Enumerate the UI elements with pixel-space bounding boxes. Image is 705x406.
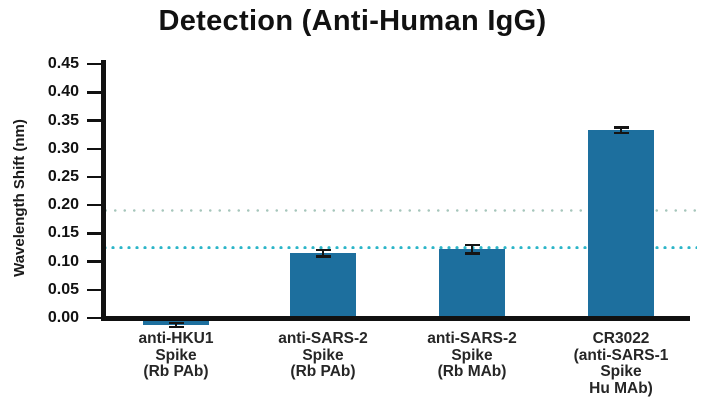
- y-tick: [87, 91, 101, 94]
- x-category-label-line: anti-HKU1: [138, 330, 214, 347]
- x-category-label-line: Spike: [451, 346, 493, 364]
- y-tick-label: 0.30: [47, 139, 79, 157]
- y-tick-label: 0.10: [47, 252, 79, 270]
- error-cap-top-4: [613, 126, 629, 129]
- y-tick-label: 0.15: [47, 224, 79, 242]
- bar-4: [588, 130, 654, 318]
- error-cap-top-3: [464, 243, 480, 247]
- x-category-label-line: Spike: [302, 346, 344, 364]
- y-tick: [87, 147, 101, 151]
- bar-2: [290, 253, 356, 318]
- x-category-label-line: Spike: [155, 346, 197, 364]
- error-stem-1: [174, 322, 178, 327]
- x-category-label-line: (anti-SARS-1: [573, 346, 669, 364]
- y-tick: [87, 62, 101, 66]
- x-category-label-2: anti-SARS-2 Spike (Rb PAb): [243, 330, 403, 381]
- y-tick-label: 0.40: [47, 83, 79, 101]
- y-tick-label: 0.20: [47, 196, 79, 214]
- error-stem-4: [619, 127, 623, 133]
- y-tick-label: 0.45: [47, 55, 79, 73]
- error-stem-2: [321, 249, 325, 257]
- bar-1: [143, 318, 209, 325]
- y-tick: [87, 316, 101, 320]
- x-category-label-3: anti-SARS-2 Spike (Rb MAb): [392, 330, 552, 381]
- x-category-label-line: anti-SARS-2: [427, 330, 517, 347]
- x-category-label-line: (Rb MAb): [437, 363, 507, 380]
- x-category-label-4: CR3022 (anti-SARS-1 Spike Hu MAb): [541, 330, 701, 397]
- error-cap-top-1: [168, 321, 184, 324]
- error-cap-bottom-2: [315, 255, 331, 258]
- bar-3: [439, 249, 505, 318]
- x-category-label-1: anti-HKU1 Spike (Rb PAb): [96, 330, 256, 381]
- threshold-line-lower-threshold: [101, 245, 697, 250]
- y-axis-line: [101, 60, 106, 321]
- error-cap-top-2: [315, 248, 331, 252]
- y-tick-label: 0.35: [47, 111, 79, 129]
- x-category-label-line: CR3022: [592, 330, 650, 347]
- y-tick: [87, 288, 101, 292]
- x-category-label-line: anti-SARS-2: [278, 330, 368, 347]
- x-category-label-line: (Rb PAb): [143, 363, 209, 380]
- y-tick: [87, 260, 101, 263]
- y-tick-label: 0.25: [47, 168, 79, 185]
- x-category-label-line: Hu MAb): [589, 379, 653, 397]
- x-axis-line: [101, 316, 690, 321]
- error-cap-bottom-3: [464, 252, 480, 255]
- y-tick: [87, 203, 101, 207]
- threshold-line-upper-threshold: [101, 209, 697, 213]
- chart-title: Detection (Anti-Human IgG): [158, 5, 547, 37]
- x-category-label-line: Spike: [600, 363, 642, 380]
- error-stem-3: [470, 244, 474, 254]
- y-tick: [87, 232, 101, 235]
- y-tick-label: 0.05: [47, 280, 79, 298]
- y-tick-label: 0.00: [47, 309, 79, 326]
- error-cap-bottom-1: [168, 325, 184, 329]
- x-category-label-line: (Rb PAb): [290, 363, 356, 380]
- y-tick: [87, 175, 101, 179]
- y-tick: [87, 119, 101, 122]
- error-cap-bottom-4: [613, 131, 629, 134]
